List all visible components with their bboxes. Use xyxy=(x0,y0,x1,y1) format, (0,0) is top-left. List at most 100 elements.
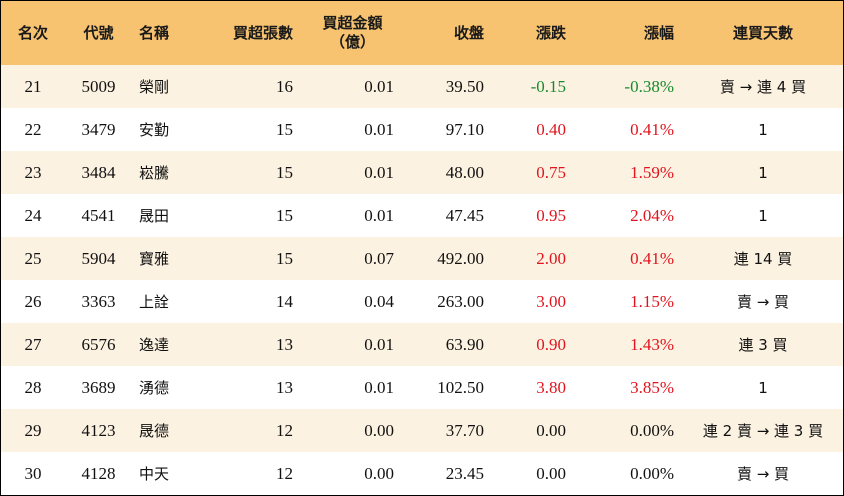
header-net-buy-amount-line1: 買超金額 xyxy=(322,14,383,32)
cell-close: 37.70 xyxy=(445,420,484,440)
cell-consecutive-buy-days: 連 14 買 xyxy=(733,250,793,268)
cell-code: 3484 xyxy=(81,162,116,182)
header-net-buy-lots: 買超張數 xyxy=(232,23,293,42)
cell-rank: 25 xyxy=(24,248,42,268)
header-net-buy-amount: 買超金額 （億） xyxy=(302,1,403,65)
cell-net-buy-amount: 0.01 xyxy=(364,162,394,182)
cell-name: 晟田 xyxy=(139,207,170,225)
cell-net-buy-lots: 12 xyxy=(276,420,293,440)
cell-change: -0.15 xyxy=(530,76,566,96)
cell-rank: 27 xyxy=(24,334,42,354)
cell-consecutive-buy-days: 賣 → 買 xyxy=(736,293,790,311)
cell-close: 23.45 xyxy=(445,463,484,483)
table-row: 21 5009 榮剛 16 0.01 39.50 -0.15 -0.38% 賣 → 連 4 買 xyxy=(1,65,843,108)
cell-code: 6576 xyxy=(81,334,116,354)
cell-consecutive-buy-days: 1 xyxy=(758,378,768,397)
cell-change: 0.95 xyxy=(536,205,566,225)
cell-change-pct: 0.41% xyxy=(630,248,674,268)
header-net-buy-amount-line2: （億） xyxy=(329,33,375,51)
cell-net-buy-lots: 14 xyxy=(276,291,293,311)
cell-rank: 29 xyxy=(24,420,42,440)
cell-code: 5904 xyxy=(81,248,116,268)
cell-close: 97.10 xyxy=(445,119,484,139)
cell-name: 安勤 xyxy=(139,121,170,139)
table-row: 30 4128 中天 12 0.00 23.45 0.00 0.00% 賣 → 買 xyxy=(1,452,843,495)
cell-change: 0.75 xyxy=(536,162,566,182)
cell-code: 3363 xyxy=(81,291,116,311)
cell-change-pct: 0.00% xyxy=(630,420,674,440)
cell-consecutive-buy-days: 賣 → 連 4 買 xyxy=(719,78,807,96)
header-code: 代號 xyxy=(83,23,114,42)
cell-change-pct: 0.00% xyxy=(630,463,674,483)
cell-change-pct: 1.15% xyxy=(630,291,674,311)
cell-change: 0.90 xyxy=(536,334,566,354)
cell-name: 上詮 xyxy=(139,293,170,311)
cell-code: 4541 xyxy=(81,205,116,225)
cell-name: 榮剛 xyxy=(139,78,170,96)
cell-rank: 30 xyxy=(24,463,42,483)
cell-close: 48.00 xyxy=(445,162,484,182)
cell-name: 寶雅 xyxy=(139,250,170,268)
table-row: 26 3363 上詮 14 0.04 263.00 3.00 1.15% 賣 → 買 xyxy=(1,280,843,323)
header-name: 名稱 xyxy=(139,23,170,42)
cell-name: 崧騰 xyxy=(139,164,170,182)
cell-net-buy-amount: 0.00 xyxy=(364,420,394,440)
cell-consecutive-buy-days: 1 xyxy=(758,206,768,225)
cell-change-pct: 1.59% xyxy=(630,162,674,182)
cell-code: 3479 xyxy=(81,119,116,139)
cell-change-pct: 0.41% xyxy=(630,119,674,139)
cell-code: 3689 xyxy=(81,377,116,397)
cell-change: 2.00 xyxy=(536,248,566,268)
cell-net-buy-lots: 12 xyxy=(276,463,293,483)
cell-rank: 23 xyxy=(24,162,42,182)
cell-net-buy-lots: 13 xyxy=(276,377,293,397)
cell-net-buy-amount: 0.01 xyxy=(364,334,394,354)
cell-change-pct: 1.43% xyxy=(630,334,674,354)
cell-net-buy-amount: 0.01 xyxy=(364,76,394,96)
table-row: 22 3479 安勤 15 0.01 97.10 0.40 0.41% 1 xyxy=(1,108,843,151)
cell-rank: 21 xyxy=(24,76,42,96)
cell-consecutive-buy-days: 1 xyxy=(758,120,768,139)
cell-close: 39.50 xyxy=(445,76,484,96)
cell-net-buy-lots: 13 xyxy=(276,334,293,354)
cell-code: 5009 xyxy=(81,76,116,96)
header-close: 收盤 xyxy=(453,23,484,42)
table-row: 23 3484 崧騰 15 0.01 48.00 0.75 1.59% 1 xyxy=(1,151,843,194)
cell-name: 湧德 xyxy=(139,379,170,397)
cell-net-buy-amount: 0.07 xyxy=(364,248,394,268)
cell-net-buy-lots: 15 xyxy=(276,162,293,182)
cell-change: 3.00 xyxy=(536,291,566,311)
cell-consecutive-buy-days: 1 xyxy=(758,163,768,182)
cell-close: 63.90 xyxy=(445,334,484,354)
cell-change: 0.40 xyxy=(536,119,566,139)
cell-close: 47.45 xyxy=(445,205,484,225)
cell-net-buy-lots: 16 xyxy=(276,76,293,96)
header-change-pct: 漲幅 xyxy=(643,23,674,42)
table-row: 29 4123 晟德 12 0.00 37.70 0.00 0.00% 連 2 賣 → 連 3 … xyxy=(1,409,843,452)
cell-close: 102.50 xyxy=(437,377,484,397)
cell-net-buy-amount: 0.01 xyxy=(364,119,394,139)
cell-change-pct: 2.04% xyxy=(630,205,674,225)
cell-consecutive-buy-days: 賣 → 買 xyxy=(736,465,790,483)
table-row: 28 3689 湧德 13 0.01 102.50 3.80 3.85% 1 xyxy=(1,366,843,409)
cell-close: 263.00 xyxy=(437,291,484,311)
cell-net-buy-amount: 0.04 xyxy=(364,291,394,311)
cell-change: 3.80 xyxy=(536,377,566,397)
cell-net-buy-lots: 15 xyxy=(276,205,293,225)
cell-net-buy-amount: 0.01 xyxy=(364,205,394,225)
cell-net-buy-lots: 15 xyxy=(276,248,293,268)
cell-consecutive-buy-days: 連 2 賣 → 連 3 買 xyxy=(702,422,824,440)
header-change: 漲跌 xyxy=(535,23,566,42)
cell-name: 逸達 xyxy=(139,336,170,354)
header-rank: 名次 xyxy=(17,23,48,42)
cell-change-pct: -0.38% xyxy=(624,76,674,96)
cell-change: 0.00 xyxy=(536,420,566,440)
table-row: 25 5904 寶雅 15 0.07 492.00 2.00 0.41% 連 14 買 xyxy=(1,237,843,280)
cell-rank: 26 xyxy=(24,291,42,311)
table-row: 27 6576 逸達 13 0.01 63.90 0.90 1.43% 連 3 買 xyxy=(1,323,843,366)
cell-change: 0.00 xyxy=(536,463,566,483)
cell-code: 4128 xyxy=(81,463,116,483)
cell-change-pct: 3.85% xyxy=(630,377,674,397)
